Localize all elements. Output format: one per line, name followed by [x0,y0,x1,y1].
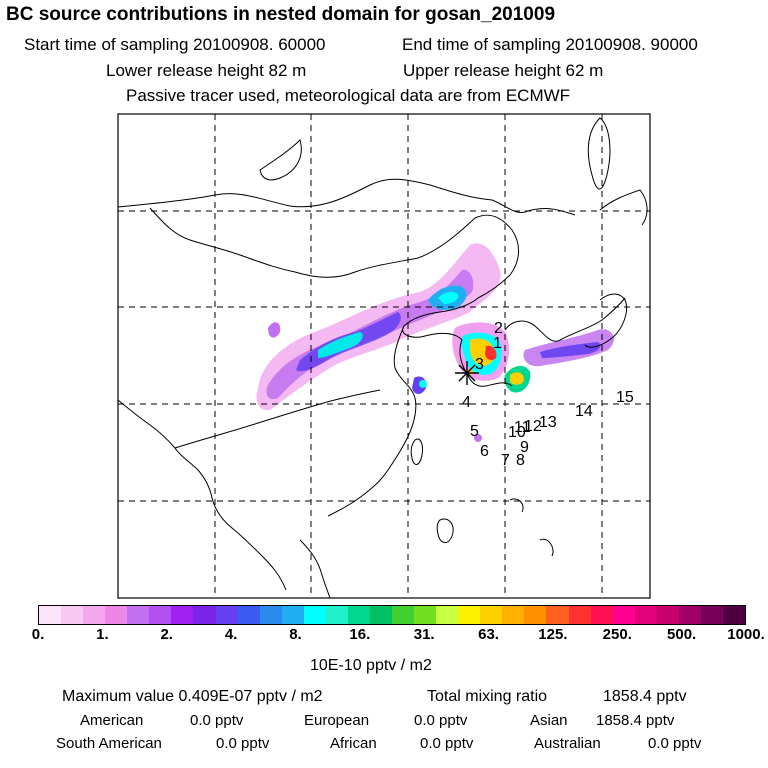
colorbar-swatch [127,606,150,624]
map-frame [117,113,651,599]
concentration-plume [256,243,614,442]
start-time-label: Start time of sampling 20100908. 60000 [24,35,326,54]
total-mixing-value: 1858.4 pptv [603,688,687,705]
lower-release-label: Lower release height 82 m [106,61,307,80]
colorbar-swatch [568,606,591,624]
trajectory-label-14: 14 [575,403,593,420]
colorbar-swatch [392,606,415,624]
trajectory-label-2: 2 [494,320,503,337]
end-time-label: End time of sampling 20100908. 90000 [402,35,698,54]
colorbar-swatch [215,606,238,624]
max-value-label: Maximum value 0.409E-07 pptv / m2 [62,688,323,705]
trajectory-label-5: 5 [470,423,479,440]
colorbar-swatch [436,606,459,624]
australian-value: 0.0 pptv [648,735,702,752]
colorbar-tick-label: 8. [289,626,302,643]
trajectory-labels: 1 2 3 4 5 6 7 8 9 10 11 12 13 14 15 [462,320,634,469]
asian-value: 1858.4 pptv [596,712,675,729]
plot-title: BC source contributions in nested domain… [6,4,556,25]
colorbar-swatch [259,606,282,624]
colorbar-tick-label: 250. [602,626,632,643]
colorbar-swatch [722,606,745,624]
trajectory-label-10: 10 [508,424,526,441]
colorbar-tick-label: 500. [667,626,697,643]
american-label: American [80,712,144,729]
upper-release-label: Upper release height 62 m [403,61,604,80]
total-mixing-label: Total mixing ratio [427,688,548,705]
colorbar-swatch [634,606,657,624]
graticule [118,114,650,598]
colorbar-swatch [656,606,679,624]
colorbar-tick-label: 16. [349,626,371,643]
trajectory-label-12: 12 [524,418,542,435]
colorbar-swatch [414,606,437,624]
colorbar-swatch [171,606,194,624]
trajectory-label-9: 9 [520,439,529,456]
colorbar-swatch [193,606,216,624]
colorbar-swatch [281,606,304,624]
colorbar-swatch [458,606,481,624]
colorbar-unit: 10E-10 pptv / m2 [310,657,432,674]
south-american-value: 0.0 pptv [216,735,270,752]
colorbar-swatch [590,606,613,624]
asian-label: Asian [530,712,568,729]
african-value: 0.0 pptv [420,735,474,752]
colorbar-tick-label: 0. [31,626,45,643]
colorbar-swatch [61,606,84,624]
european-value: 0.0 pptv [414,712,468,729]
colorbar [38,605,746,625]
colorbar-swatch [83,606,106,624]
american-value: 0.0 pptv [190,712,244,729]
colorbar-tick-label: 4. [224,626,238,643]
colorbar-swatch [678,606,701,624]
colorbar-swatch [480,606,503,624]
trajectory-label-6: 6 [480,443,489,460]
tracer-note: Passive tracer used, meteorological data… [126,86,571,105]
colorbar-tick-label: 2. [160,626,173,643]
colorbar-tick-label: 125. [538,626,568,643]
colorbar-swatch [149,606,172,624]
colorbar-swatch [347,606,370,624]
colorbar-swatch [303,606,326,624]
receptor-marker-icon [455,361,479,385]
colorbar-swatch [237,606,260,624]
colorbar-swatch [105,606,128,624]
colorbar-swatch [39,606,62,624]
colorbar-swatch [524,606,547,624]
trajectory-label-11: 11 [514,419,531,436]
australian-label: Australian [534,735,601,752]
trajectory-label-8: 8 [516,452,525,469]
trajectory-label-1: 1 [493,335,502,352]
colorbar-swatch [325,606,348,624]
colorbar-tick-label: 1. [96,626,109,643]
colorbar-swatch [612,606,635,624]
colorbar-tick-label: 63. [478,626,499,643]
colorbar-swatch [700,606,723,624]
colorbar-swatch [502,606,525,624]
trajectory-label-3: 3 [475,356,484,373]
trajectory-label-15: 15 [616,389,634,406]
colorbar-swatch [546,606,569,624]
european-label: European [304,712,370,729]
trajectory-label-7: 7 [501,452,510,469]
colorbar-tick-label: 1000. [727,626,765,643]
colorbar-tick-label: 31. [413,626,435,643]
trajectory-label-4: 4 [462,394,471,411]
trajectory-label-13: 13 [539,414,557,431]
colorbar-swatch [369,606,392,624]
south-american-label: South American [56,735,162,752]
african-label: African [330,735,377,752]
